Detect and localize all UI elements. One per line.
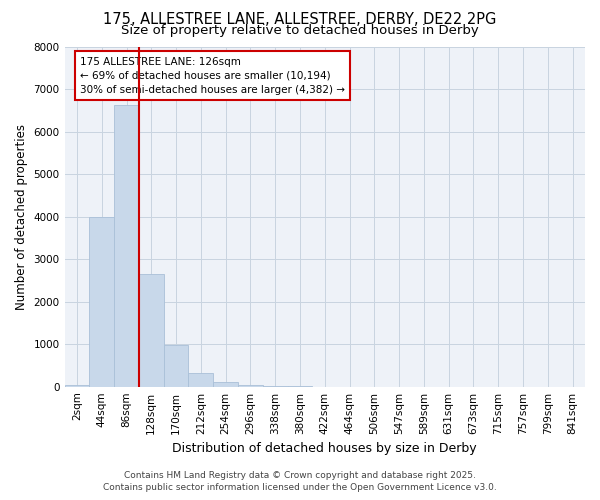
Text: Size of property relative to detached houses in Derby: Size of property relative to detached ho…: [121, 24, 479, 37]
Text: 175 ALLESTREE LANE: 126sqm
← 69% of detached houses are smaller (10,194)
30% of : 175 ALLESTREE LANE: 126sqm ← 69% of deta…: [80, 56, 345, 94]
Bar: [238, 384, 263, 386]
Bar: [213, 382, 238, 386]
Y-axis label: Number of detached properties: Number of detached properties: [15, 124, 28, 310]
Bar: [89, 216, 114, 386]
Text: 175, ALLESTREE LANE, ALLESTREE, DERBY, DE22 2PG: 175, ALLESTREE LANE, ALLESTREE, DERBY, D…: [103, 12, 497, 28]
Bar: [114, 105, 139, 386]
Bar: [139, 274, 164, 386]
X-axis label: Distribution of detached houses by size in Derby: Distribution of detached houses by size …: [172, 442, 477, 455]
Bar: [164, 345, 188, 387]
Text: Contains HM Land Registry data © Crown copyright and database right 2025.
Contai: Contains HM Land Registry data © Crown c…: [103, 471, 497, 492]
Bar: [65, 384, 89, 386]
Bar: [188, 372, 213, 386]
